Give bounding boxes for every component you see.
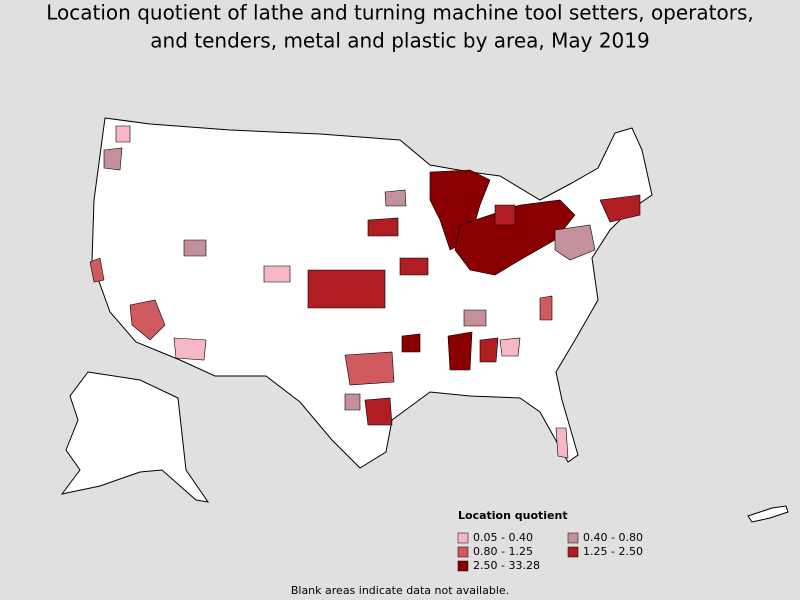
region	[364, 397, 393, 426]
region	[384, 189, 407, 207]
title-line: and tenders, metal and plastic by area, …	[150, 29, 649, 53]
legend-title: Location quotient	[458, 509, 568, 522]
footnote: Blank areas indicate data not available.	[291, 584, 509, 597]
region	[115, 125, 131, 143]
region	[401, 333, 421, 353]
region	[307, 269, 386, 309]
legend-label: 1.25 - 2.50	[583, 545, 643, 558]
region	[499, 337, 521, 357]
region	[479, 337, 499, 363]
legend-label: 0.05 - 0.40	[473, 531, 533, 544]
legend-swatch	[457, 560, 469, 572]
region	[454, 199, 576, 276]
map	[60, 117, 789, 523]
region	[344, 393, 361, 411]
region	[344, 351, 395, 386]
legend: Location quotient 0.05 - 0.40 0.40 - 0.80…	[457, 509, 643, 572]
region	[183, 239, 207, 257]
region	[129, 299, 166, 341]
region	[555, 427, 569, 459]
region	[494, 204, 516, 226]
legend-swatch	[567, 532, 579, 544]
region	[463, 309, 487, 327]
region	[599, 194, 641, 223]
region	[263, 265, 291, 283]
region	[554, 224, 596, 261]
region	[89, 257, 105, 283]
region	[103, 147, 123, 171]
legend-label: 0.80 - 1.25	[473, 545, 533, 558]
legend-swatch	[457, 532, 469, 544]
region	[399, 257, 429, 276]
legend-swatch	[457, 546, 469, 558]
region	[173, 337, 207, 361]
alaska	[60, 371, 210, 503]
region	[367, 217, 399, 237]
region	[539, 295, 553, 321]
region	[447, 331, 473, 371]
legend-label: 0.40 - 0.80	[583, 531, 643, 544]
legend-label: 2.50 - 33.28	[473, 559, 540, 572]
title-line: Location quotient of lathe and turning m…	[46, 1, 754, 25]
hawaii	[747, 505, 789, 523]
legend-swatch	[567, 546, 579, 558]
